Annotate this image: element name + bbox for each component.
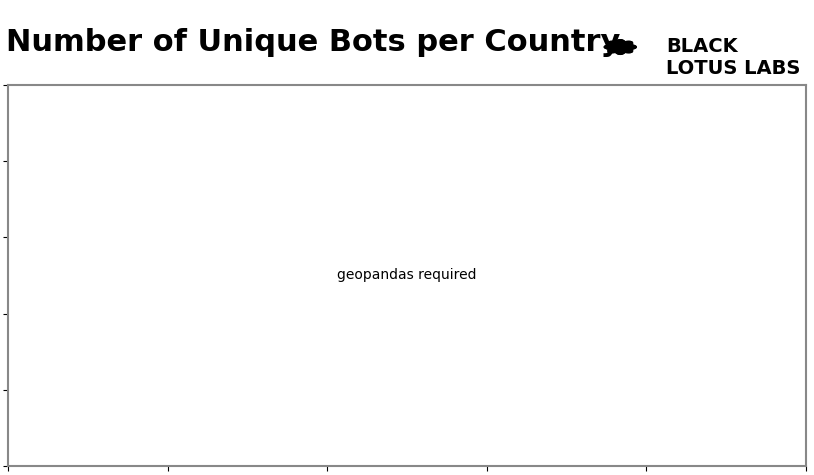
Polygon shape: [614, 40, 627, 54]
Polygon shape: [604, 44, 637, 50]
Text: geopandas required: geopandas required: [337, 268, 477, 283]
Polygon shape: [604, 44, 637, 50]
Text: BLACK
LOTUS LABS: BLACK LOTUS LABS: [666, 37, 800, 78]
Polygon shape: [608, 41, 632, 53]
Polygon shape: [614, 40, 627, 54]
Text: Number of Unique Bots per Country: Number of Unique Bots per Country: [6, 28, 620, 57]
Polygon shape: [608, 41, 632, 53]
Polygon shape: [608, 41, 632, 53]
Polygon shape: [608, 41, 632, 53]
